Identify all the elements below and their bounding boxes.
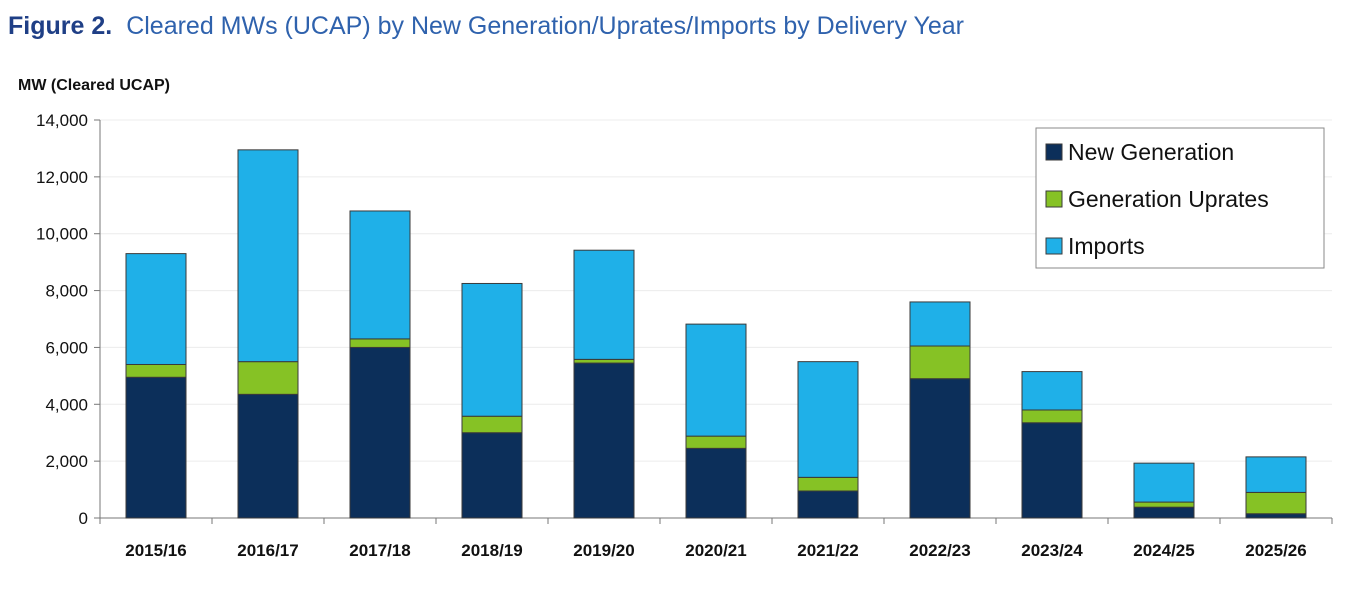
bar-segment-generation-uprates [1133, 501, 1195, 508]
bar-segment-generation-uprates [125, 363, 187, 378]
bar-segment-imports [909, 301, 971, 347]
bar-segment-generation-uprates [909, 345, 971, 380]
bar-segment-new-generation [797, 490, 859, 519]
bar-segment-new-generation [1133, 506, 1195, 519]
y-tick-label: 12,000 [36, 168, 88, 187]
x-tick-label: 2025/26 [1245, 541, 1306, 560]
x-tick-label: 2024/25 [1133, 541, 1194, 560]
bar-segment-imports [461, 282, 523, 417]
x-tick-label: 2015/16 [125, 541, 186, 560]
x-tick-label: 2016/17 [237, 541, 298, 560]
legend-box [1035, 127, 1325, 269]
bar-segment-generation-uprates [349, 338, 411, 348]
bar-segment-generation-uprates [1245, 491, 1307, 515]
bar-segment-generation-uprates [237, 361, 299, 395]
y-tick-label: 10,000 [36, 225, 88, 244]
y-tick-label: 6,000 [45, 338, 88, 357]
bar-segment-new-generation [909, 378, 971, 519]
bar-segment-new-generation [461, 432, 523, 519]
bar-segment-new-generation [1245, 513, 1307, 519]
bar-segment-new-generation [573, 362, 635, 519]
bar-segment-imports [1021, 371, 1083, 411]
bar-segment-generation-uprates [685, 435, 747, 449]
bar-segment-imports [797, 361, 859, 478]
bar-segment-imports [573, 249, 635, 360]
bar-segment-imports [125, 253, 187, 365]
legend-swatch-generation-uprates [1045, 190, 1063, 208]
figure-caption: Cleared MWs (UCAP) by New Generation/Upr… [126, 12, 964, 40]
bar-segment-new-generation [237, 393, 299, 519]
legend-swatch-imports [1045, 237, 1063, 255]
bar-segment-imports [685, 323, 747, 437]
y-tick-label: 8,000 [45, 282, 88, 301]
y-tick-label: 0 [79, 509, 88, 528]
bar-segment-new-generation [1021, 422, 1083, 519]
bar-segment-new-generation [349, 346, 411, 519]
x-tick-label: 2018/19 [461, 541, 522, 560]
bar-segment-new-generation [685, 447, 747, 519]
bar-segment-generation-uprates [461, 415, 523, 434]
bar-segment-imports [1245, 456, 1307, 493]
bar-segment-imports [349, 210, 411, 340]
x-tick-label: 2019/20 [573, 541, 634, 560]
bar-segment-generation-uprates [797, 476, 859, 492]
x-tick-label: 2022/23 [909, 541, 970, 560]
bar-segment-imports [237, 149, 299, 363]
bar-segment-generation-uprates [573, 358, 635, 364]
figure-title: Figure 2. Cleared MWs (UCAP) by New Gener… [8, 12, 964, 41]
figure-number: Figure 2. [8, 12, 113, 40]
bar-segment-imports [1133, 462, 1195, 503]
y-tick-label: 4,000 [45, 395, 88, 414]
x-tick-label: 2017/18 [349, 541, 410, 560]
bar-segment-new-generation [125, 376, 187, 519]
x-tick-label: 2020/21 [685, 541, 746, 560]
legend-label-generation-uprates: Generation Uprates [1068, 186, 1269, 212]
bar-segment-generation-uprates [1021, 409, 1083, 424]
legend-label-imports: Imports [1068, 233, 1145, 259]
y-axis-label: MW (Cleared UCAP) [18, 77, 171, 94]
x-tick-label: 2021/22 [797, 541, 858, 560]
y-tick-label: 14,000 [36, 111, 88, 130]
legend-label-new-generation: New Generation [1068, 139, 1234, 165]
y-tick-label: 2,000 [45, 452, 88, 471]
x-tick-label: 2023/24 [1021, 541, 1083, 560]
legend-swatch-new-generation [1045, 143, 1063, 161]
